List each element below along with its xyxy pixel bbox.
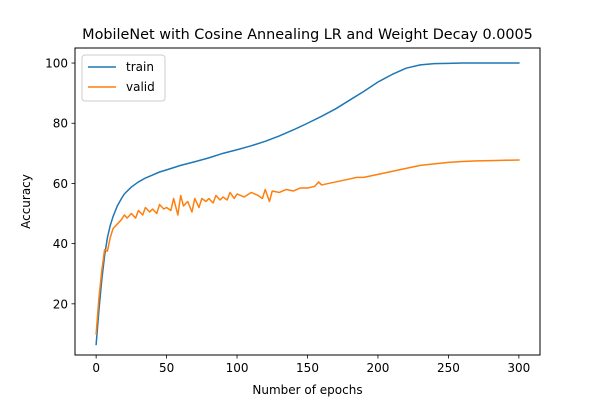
y-tick-label: 40 (53, 237, 68, 251)
y-tick-label: 20 (53, 297, 68, 311)
legend-label-train: train (126, 60, 154, 74)
x-tick-label: 150 (296, 361, 319, 375)
y-tick-label: 100 (45, 57, 68, 71)
x-tick-label: 100 (226, 361, 249, 375)
x-axis-label: Number of epochs (252, 383, 362, 397)
x-tick-label: 0 (92, 361, 100, 375)
series-line-train (95, 62, 520, 346)
x-tick-label: 200 (367, 361, 390, 375)
x-tick-label: 50 (159, 361, 174, 375)
y-tick-label: 80 (53, 117, 68, 131)
chart-title: MobileNet with Cosine Annealing LR and W… (82, 27, 533, 43)
y-tick-label: 60 (53, 177, 68, 191)
series-line-valid (95, 159, 520, 335)
legend-label-valid: valid (126, 80, 155, 94)
x-tick-label: 300 (507, 361, 530, 375)
legend: train valid (81, 54, 166, 102)
y-axis-label: Accuracy (19, 174, 33, 229)
x-tick-label: 250 (437, 361, 460, 375)
